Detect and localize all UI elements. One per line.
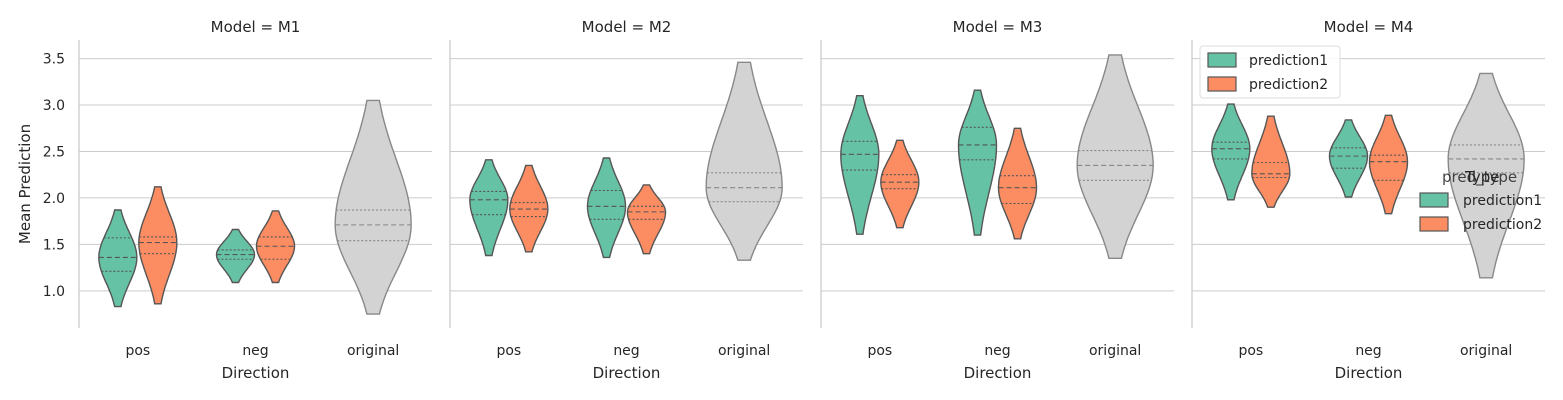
facet-m4: Model = M4 pos neg original Direction [1191,18,1545,382]
legend-label: prediction1 [1463,193,1542,209]
x-tick-label: pos [496,343,521,359]
legend-inner: prediction1 prediction2 [1199,45,1341,99]
facet-m1: Model = M1 1.0 1.5 2.0 2.5 3.0 3.5 Mean Predict… [16,18,432,382]
x-tick-label: pos [125,343,150,359]
violin-prediction1 [98,209,138,308]
violin-prediction1 [957,89,998,236]
x-tick-label: original [347,343,399,359]
facet-m3: Model = M3 pos neg original Direction [820,18,1174,382]
y-tick-label: 1.5 [43,237,65,253]
facet-title: Model = M4 [1324,18,1414,36]
violin-original [1076,54,1154,259]
violin-prediction1 [840,95,880,235]
legend-label: prediction2 [1249,77,1328,93]
x-tick-label: neg [1355,343,1381,359]
x-axis-label: Direction [1335,364,1403,382]
x-tick-label: neg [613,343,639,359]
legend-title-overlap: pred_type [1442,168,1517,187]
facet-title: Model = M3 [953,18,1043,36]
y-tick-label: 2.5 [43,144,65,160]
violin-prediction2 [138,186,178,305]
legend-swatch [1207,52,1237,68]
x-tick-label: original [718,343,770,359]
legend-swatch [1419,216,1449,232]
x-tick-label: neg [984,343,1010,359]
x-tick-label: neg [242,343,268,359]
x-tick-label: pos [1238,343,1263,359]
x-axis-label: Direction [964,364,1032,382]
violin-prediction2 [1368,114,1409,215]
legend-title: Type [1464,168,1499,186]
y-tick-label: 3.5 [43,52,65,68]
x-axis-label: Direction [222,364,290,382]
violin-prediction2 [1251,115,1291,208]
violin-original [705,61,783,261]
legend-swatch [1419,192,1449,208]
violin-original [1447,72,1525,279]
y-tick-label: 1.0 [43,284,65,300]
x-axis-label: Direction [593,364,661,382]
facet-m2: Model = M2 pos neg original Direction [449,18,803,382]
violin-prediction1 [586,157,627,259]
legend-label: prediction2 [1463,217,1542,233]
violin-prediction1 [215,228,256,284]
facet-title: Model = M2 [582,18,672,36]
x-tick-label: original [1089,343,1141,359]
y-tick-label: 3.0 [43,98,65,114]
legend-label: prediction1 [1249,53,1328,69]
y-tick-label: 2.0 [43,191,65,207]
x-tick-label: original [1460,343,1512,359]
violin-prediction1 [1328,119,1369,198]
facet-title: Model = M1 [211,18,301,36]
y-axis-label: Mean Prediction [16,124,34,244]
violin-prediction1 [469,159,509,257]
violin-prediction1 [1211,103,1251,201]
x-tick-label: pos [867,343,892,359]
violin-original [334,99,412,315]
violin-prediction2 [997,127,1038,240]
violin-prediction2 [880,139,920,229]
legend-swatch [1207,76,1237,92]
